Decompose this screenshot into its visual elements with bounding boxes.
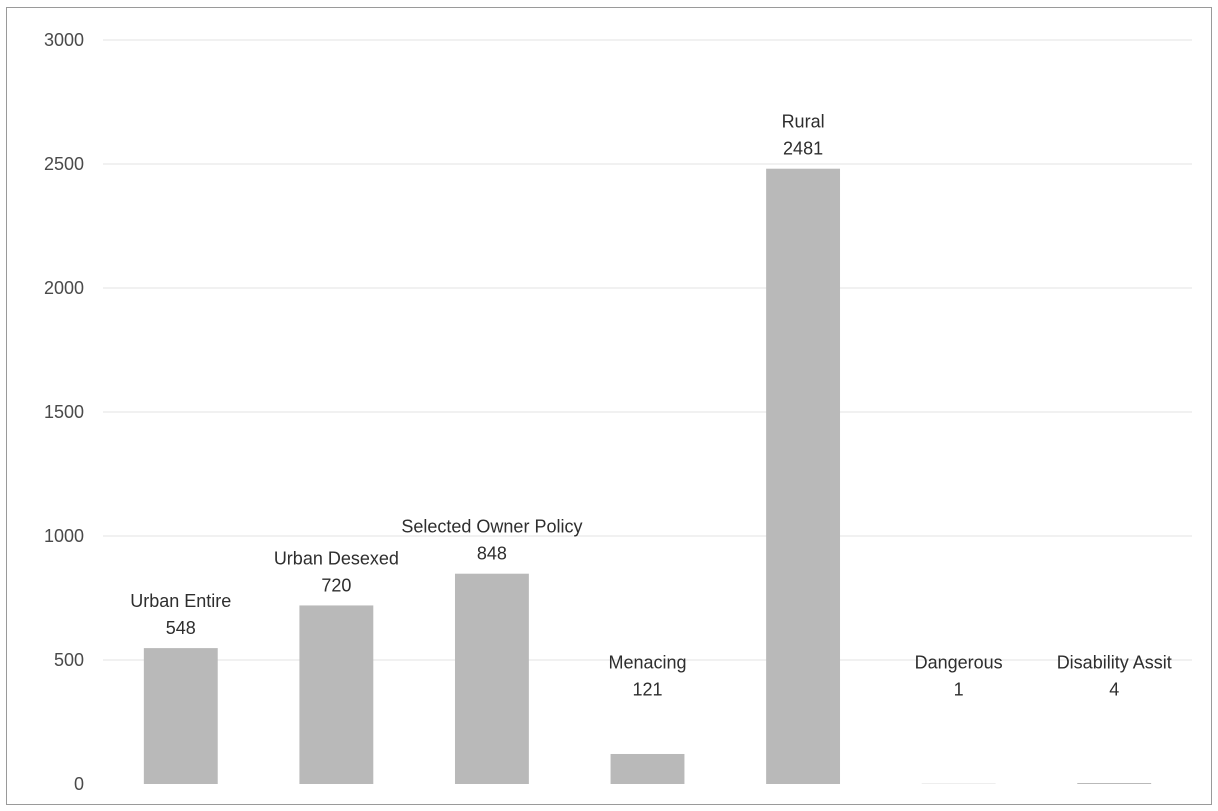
y-tick-label: 500 xyxy=(54,650,84,670)
gridlines xyxy=(103,39,1192,661)
data-label-value: 2481 xyxy=(783,139,823,159)
data-label-category: Urban Entire xyxy=(130,591,231,611)
data-label-value: 121 xyxy=(632,680,662,700)
y-tick-label: 1000 xyxy=(44,526,84,546)
y-tick-label: 1500 xyxy=(44,402,84,422)
y-tick-label: 3000 xyxy=(44,30,84,50)
bar-rural xyxy=(766,168,841,784)
bar-menacing xyxy=(610,753,685,784)
bar-selected-owner-policy xyxy=(454,573,529,784)
data-label-category: Dangerous xyxy=(915,653,1003,673)
data-label-category: Selected Owner Policy xyxy=(401,517,582,537)
y-tick-label: 2500 xyxy=(44,154,84,174)
bars xyxy=(143,168,1152,784)
bar-disability-assit xyxy=(1077,783,1152,784)
bar-urban-entire xyxy=(143,648,218,784)
data-label-value: 720 xyxy=(321,575,351,595)
y-tick-label: 0 xyxy=(74,774,84,794)
data-label-category: Rural xyxy=(782,112,825,132)
data-label-category: Menacing xyxy=(608,653,686,673)
data-label-category: Disability Assit xyxy=(1057,653,1172,673)
data-label-value: 848 xyxy=(477,544,507,564)
y-axis-tick-labels: 0 500 1000 1500 2000 2500 3000 xyxy=(44,30,84,794)
data-label-value: 548 xyxy=(166,618,196,638)
data-label-value: 1 xyxy=(954,680,964,700)
data-labels: 548 Urban Entire 720 Urban Desexed 848 Select… xyxy=(130,112,1171,700)
data-label-category: Urban Desexed xyxy=(274,548,399,568)
y-tick-label: 2000 xyxy=(44,278,84,298)
data-label-value: 4 xyxy=(1109,680,1119,700)
bar-urban-desexed xyxy=(299,605,374,784)
